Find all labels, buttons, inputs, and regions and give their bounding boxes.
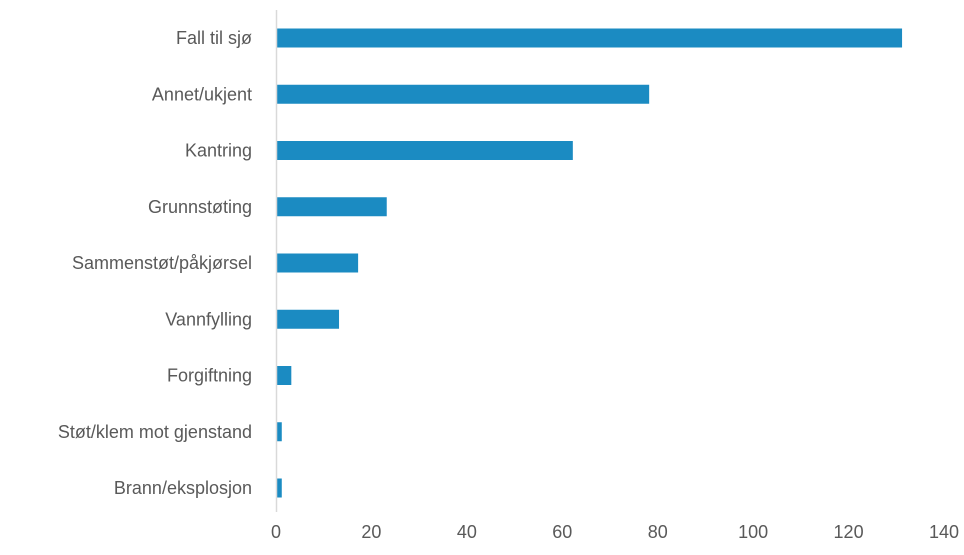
category-label: Brann/eksplosjon [114,478,252,498]
x-tick-label: 140 [929,522,959,542]
x-tick-label: 40 [457,522,477,542]
x-tick-labels-group: 0 20 40 60 80 100 120 140 [271,522,959,542]
x-tick-label: 80 [648,522,668,542]
x-tick-label: 0 [271,522,281,542]
bar-7 [277,422,282,442]
bar-0 [277,28,903,48]
bars-group [277,28,903,498]
bar-1 [277,84,650,104]
bar-6 [277,366,292,385]
category-label: Vannfylling [165,309,252,329]
bar-4 [277,253,359,273]
category-label: Fall til sjø [176,28,252,48]
x-tick-label: 20 [361,522,381,542]
bar-2 [277,141,573,160]
category-label: Kantring [185,141,252,161]
x-tick-label: 120 [834,522,864,542]
category-label: Annet/ukjent [152,84,252,104]
bar-8 [277,478,282,498]
category-labels-group: Fall til sjø Annet/ukjent Kantring Grunnstø… [58,28,252,498]
category-label: Støt/klem mot gjenstand [58,422,252,442]
category-label: Forgiftning [167,366,252,386]
bar-3 [277,197,387,217]
category-label: Sammenstøt/påkjørsel [72,253,252,273]
bar-5 [277,309,340,329]
x-tick-label: 100 [738,522,768,542]
x-tick-label: 60 [552,522,572,542]
category-label: Grunnstøting [148,197,252,217]
